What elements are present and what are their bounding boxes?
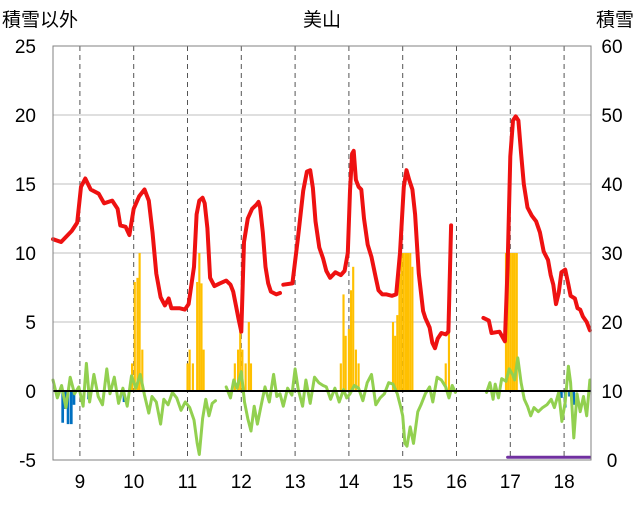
right-tick-label: 10 [601,382,622,403]
orange-bar [411,266,414,391]
orange-bar [352,266,355,391]
orange-bar [244,363,247,391]
blue-bar [61,391,65,423]
orange-bar [402,253,405,391]
orange-bar [349,290,353,391]
green-line [485,356,592,440]
bars [61,253,576,425]
orange-bar [236,349,240,391]
blue-bar [560,391,563,398]
orange-bar [344,335,347,391]
orange-bar [191,363,194,391]
orange-bar [241,349,244,391]
green-line [51,361,217,456]
x-tick-label: 13 [285,472,306,493]
orange-bar [394,335,397,391]
orange-bar [515,253,518,391]
right-tick-label: 60 [601,37,622,58]
red-line [281,148,454,351]
red-line [481,114,592,344]
blue-bar [69,391,73,425]
orange-bar [247,322,250,391]
orange-bar [141,349,144,391]
blue-bar [66,391,70,425]
x-tick-label: 18 [554,472,575,493]
orange-bar [407,253,410,391]
orange-bar [186,363,189,391]
blue-bar [568,391,571,397]
orange-bar [133,281,136,391]
orange-bar [509,253,512,391]
left-tick-label: 0 [25,382,36,403]
orange-bar [444,363,447,391]
orange-bar [200,283,203,391]
left-tick-label: 10 [15,244,36,265]
orange-bar [202,349,205,391]
left-axis-label: 積雪以外 [2,9,78,31]
orange-bar [347,328,350,391]
x-tick-label: 16 [446,472,467,493]
green-line [224,367,457,448]
x-tick-label: 12 [231,472,252,493]
right-tick-label: 30 [601,244,622,265]
orange-bar [398,273,401,391]
orange-bar [396,315,399,391]
orange-bar [354,349,357,391]
plot-border [52,45,592,461]
x-tick-label: 9 [75,472,86,493]
orange-bar [447,280,451,391]
orange-bar [233,363,236,391]
orange-bar [239,322,242,391]
orange-bar [188,349,191,391]
x-tick-label: 11 [178,472,198,493]
blue-bar [572,391,576,405]
right-tick-label: 50 [601,106,622,127]
orange-bar [136,277,139,391]
x-tick-label: 15 [392,472,413,493]
orange-bar [339,363,342,391]
orange-bar [404,253,408,391]
right-tick-label: 20 [601,313,622,334]
axes: -5 0 0 10 5 20 10 30 15 40 20 50 25 60 9 10 11 12 13 14 15 16… [15,37,623,493]
left-tick-label: 25 [15,37,36,58]
orange-bar [357,363,360,391]
red-line [51,176,282,334]
orange-bar [513,253,516,391]
left-tick-label: 5 [25,313,36,334]
right-axis-label: 積雪 [596,9,634,31]
orange-bar [198,253,201,391]
x-tick-label: 10 [123,472,144,493]
chart-title: 美山 [303,9,341,31]
orange-bar [138,253,141,391]
orange-bar [342,294,345,391]
orange-bar [391,322,395,391]
orange-bar [400,253,403,391]
blue-bar [72,391,76,405]
lines [51,114,592,459]
left-tick-label: 20 [15,106,36,127]
orange-bar [196,281,199,391]
x-tick-label: 14 [338,472,360,493]
x-tick-label: 17 [500,472,521,493]
orange-bar [507,253,510,391]
orange-bar [249,363,253,391]
right-tick-label: 40 [601,175,622,196]
orange-bar [511,253,514,391]
left-tick-label: -5 [19,451,36,472]
orange-bar [409,253,412,391]
left-tick-label: 15 [15,175,36,196]
right-tick-label: 0 [607,451,618,472]
